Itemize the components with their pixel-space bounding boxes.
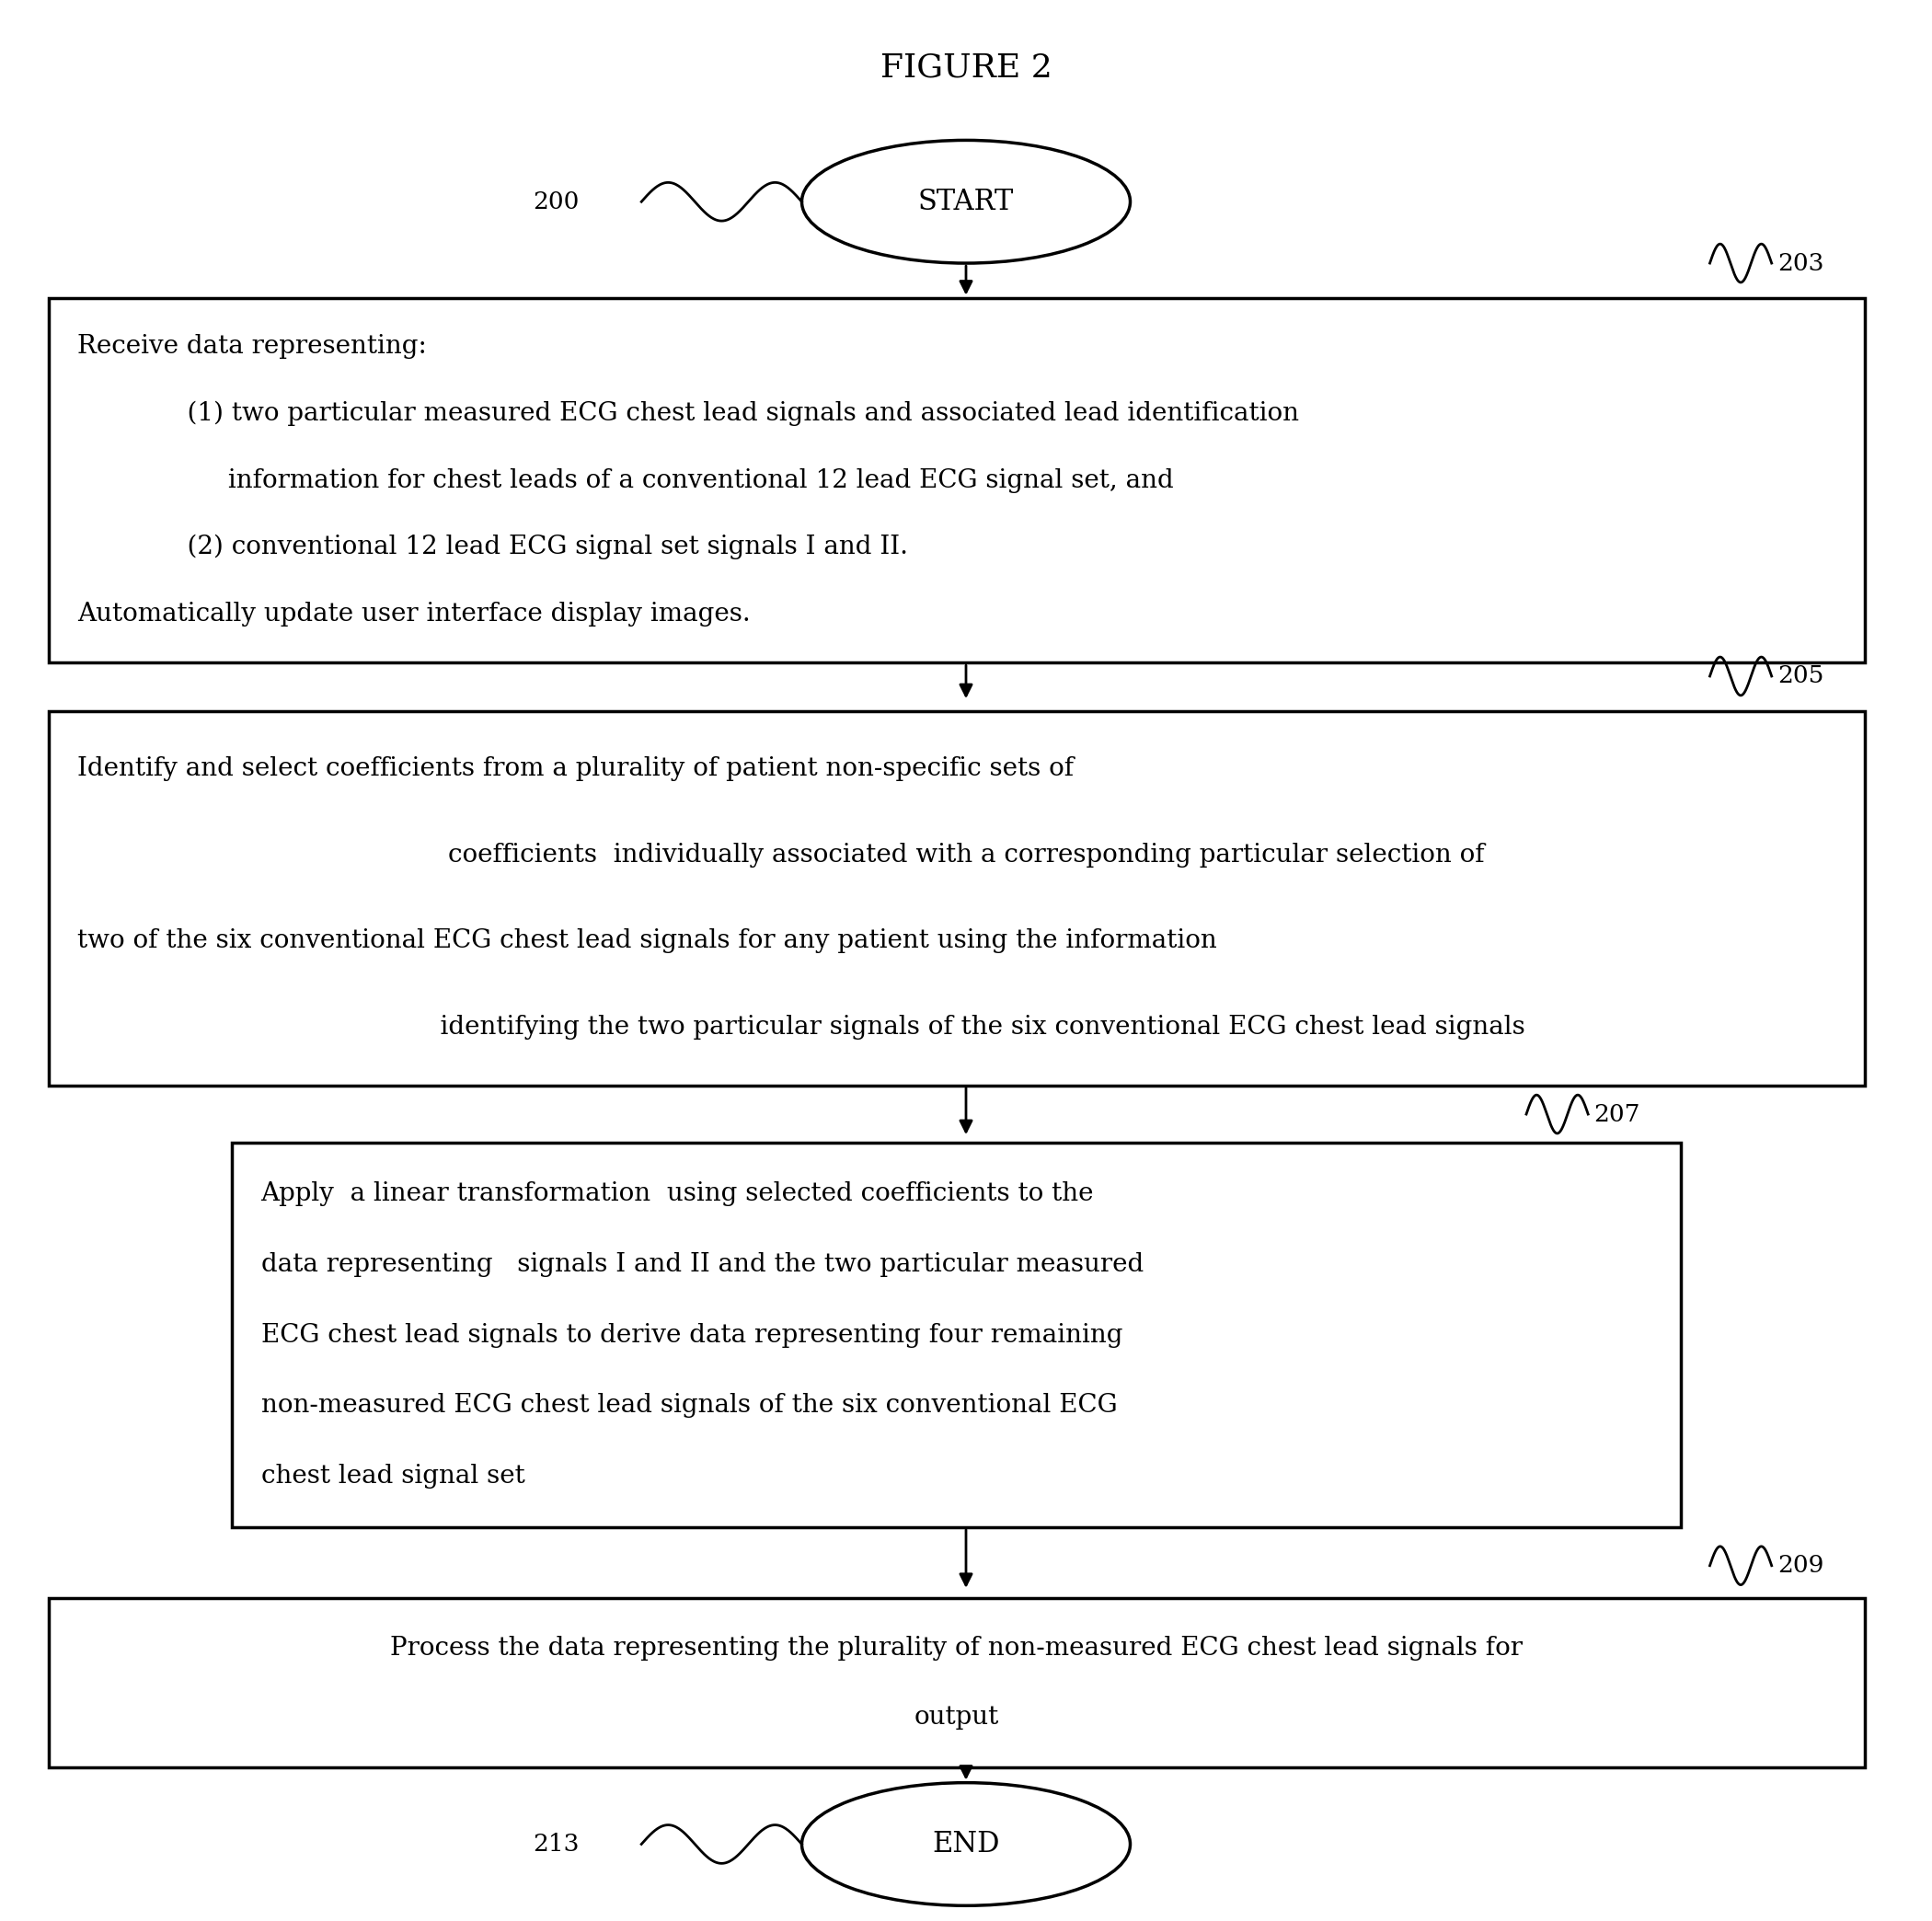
- Text: data representing   signals I and II and the two particular measured: data representing signals I and II and t…: [261, 1252, 1144, 1277]
- Text: Receive data representing:: Receive data representing:: [77, 334, 427, 359]
- Text: 207: 207: [1594, 1103, 1640, 1126]
- Text: 213: 213: [533, 1833, 580, 1856]
- Text: chest lead signal set: chest lead signal set: [261, 1464, 526, 1489]
- Text: 209: 209: [1777, 1554, 1824, 1577]
- Bar: [48, 1598, 1864, 1767]
- Text: FIGURE 2: FIGURE 2: [881, 52, 1051, 83]
- Text: information for chest leads of a conventional 12 lead ECG signal set, and: information for chest leads of a convent…: [155, 469, 1175, 492]
- Text: 200: 200: [533, 190, 580, 213]
- Text: (2) conventional 12 lead ECG signal set signals I and II.: (2) conventional 12 lead ECG signal set …: [155, 534, 908, 559]
- Bar: [48, 711, 1864, 1085]
- Text: non-measured ECG chest lead signals of the six conventional ECG: non-measured ECG chest lead signals of t…: [261, 1393, 1117, 1418]
- Text: output: output: [914, 1706, 999, 1729]
- Text: (1) two particular measured ECG chest lead signals and associated lead identific: (1) two particular measured ECG chest le…: [155, 401, 1298, 426]
- Bar: [48, 298, 1864, 663]
- Text: 203: 203: [1777, 252, 1824, 275]
- Bar: [232, 1143, 1681, 1527]
- Text: identifying the two particular signals of the six conventional ECG chest lead si: identifying the two particular signals o…: [408, 1014, 1524, 1039]
- Text: two of the six conventional ECG chest lead signals for any patient using the inf: two of the six conventional ECG chest le…: [77, 928, 1217, 953]
- Text: ECG chest lead signals to derive data representing four remaining: ECG chest lead signals to derive data re…: [261, 1324, 1122, 1347]
- Text: coefficients  individually associated with a corresponding particular selection : coefficients individually associated wit…: [448, 843, 1484, 868]
- Text: END: END: [931, 1831, 1001, 1858]
- Text: Identify and select coefficients from a plurality of patient non-specific sets o: Identify and select coefficients from a …: [77, 757, 1074, 782]
- Text: Process the data representing the plurality of non-measured ECG chest lead signa: Process the data representing the plural…: [390, 1637, 1522, 1660]
- Text: START: START: [918, 188, 1014, 215]
- Text: 205: 205: [1777, 665, 1824, 688]
- Text: Apply  a linear transformation  using selected coefficients to the: Apply a linear transformation using sele…: [261, 1181, 1094, 1206]
- Text: Automatically update user interface display images.: Automatically update user interface disp…: [77, 601, 750, 626]
